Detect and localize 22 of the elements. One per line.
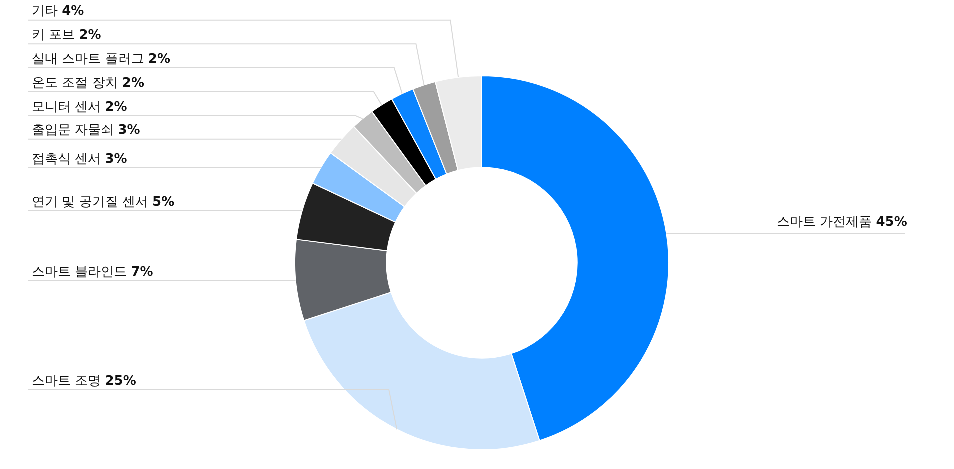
data-label: 2% (122, 76, 144, 91)
data-label: 3% (105, 152, 128, 167)
data-label: 3% (118, 123, 140, 138)
data-label: 2% (148, 52, 170, 67)
data-label: 2% (79, 28, 102, 43)
slice-label: 키 포브 (32, 28, 76, 43)
data-label: 2% (105, 100, 128, 115)
data-label: 7% (131, 265, 154, 280)
slice-label: 스마트 조명 (32, 374, 102, 389)
slice-label: 기타 (32, 4, 58, 19)
slice-label: 스마트 블라인드 (32, 265, 128, 280)
data-label: 4% (62, 4, 84, 19)
slice-label: 출입문 자물쇠 (32, 123, 114, 138)
slice-label: 모니터 센서 (32, 100, 102, 115)
data-label: 5% (152, 195, 175, 210)
slice-label: 실내 스마트 플러그 (32, 52, 144, 67)
slice-label: 연기 및 공기질 센서 (32, 195, 148, 210)
slice-label: 스마트 가전제품 (777, 215, 872, 230)
slice-label: 온도 조절 장치 (32, 76, 118, 91)
slice-label: 접촉식 센서 (32, 152, 102, 167)
data-label: 25% (105, 374, 136, 389)
data-label: 45% (876, 215, 908, 230)
